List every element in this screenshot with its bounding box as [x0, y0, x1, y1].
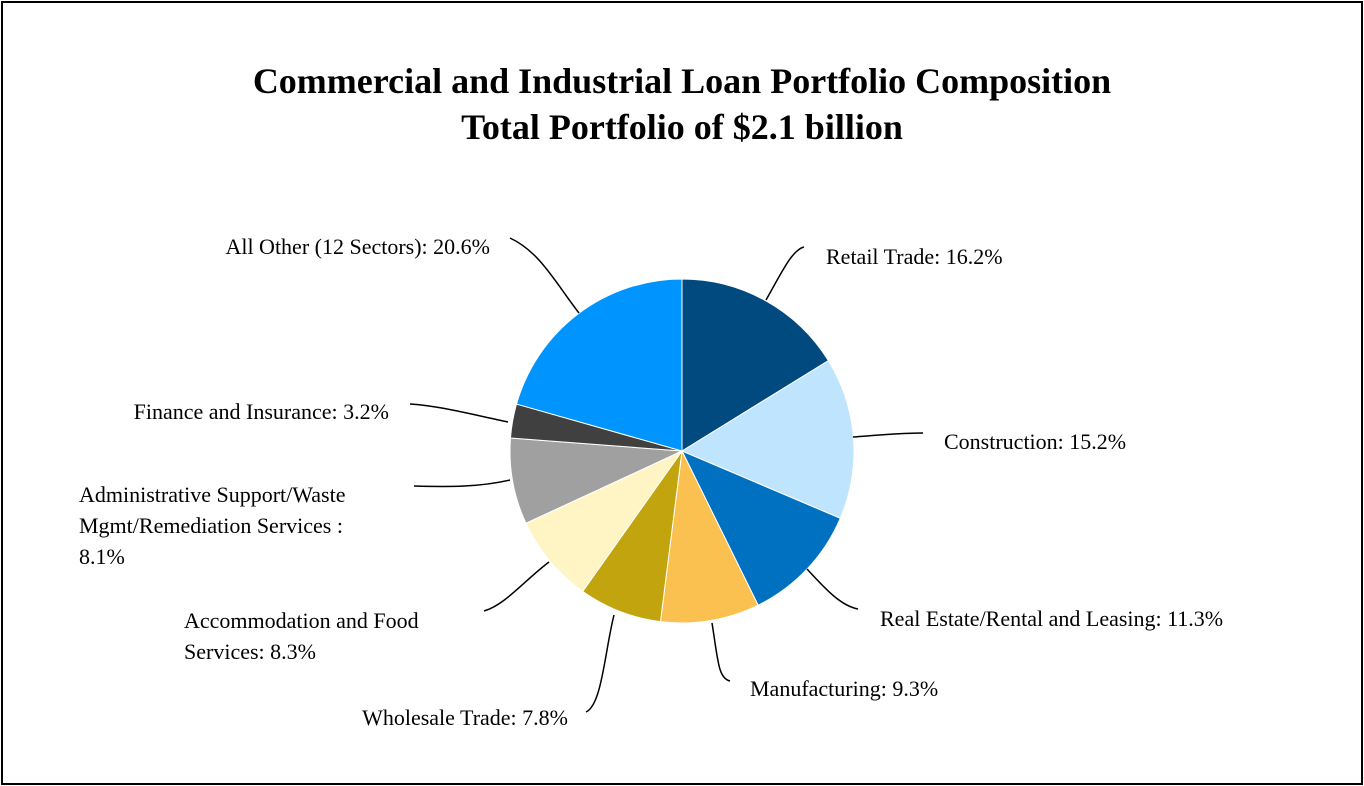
slice-label-4: Manufacturing: 9.3% [750, 676, 938, 701]
slice-label-9: All Other (12 Sectors): 20.6% [225, 234, 490, 259]
slice-label-line: Real Estate/Rental and Leasing: 11.3% [880, 606, 1223, 631]
slice-label-line: Administrative Support/Waste [79, 482, 345, 507]
chart-title: Commercial and Industrial Loan Portfolio… [252, 61, 1112, 101]
slice-label-1: Retail Trade: 16.2% [826, 244, 1003, 269]
slice-label-5: Wholesale Trade: 7.8% [362, 705, 568, 730]
chart-subtitle: Total Portfolio of $2.1 billion [461, 107, 903, 147]
pie-slice-7 [509, 437, 684, 524]
pie-slices [509, 278, 855, 624]
leader-line-2 [852, 432, 924, 438]
leader-line-3 [806, 568, 859, 610]
slice-label-7: Administrative Support/Waste Mgmt/Remedia… [79, 482, 345, 569]
leader-line-5 [585, 614, 615, 713]
pie-slice-6 [525, 449, 684, 593]
slice-label-line: All Other (12 Sectors): 20.6% [225, 234, 490, 259]
slice-label-line: Retail Trade: 16.2% [826, 244, 1003, 269]
pie-slice-4 [659, 449, 759, 624]
slice-label-line: Finance and Insurance: 3.2% [134, 399, 389, 424]
slice-label-line: Construction: 15.2% [944, 429, 1126, 454]
slice-label-line: Wholesale Trade: 7.8% [362, 705, 568, 730]
pie-slice-9 [515, 278, 683, 452]
leader-line-1 [765, 246, 805, 301]
slice-label-line: Services: 8.3% [184, 639, 316, 664]
slice-label-line: 8.1% [79, 544, 125, 569]
leader-line-7 [413, 479, 511, 488]
leader-line-4 [711, 622, 731, 682]
slice-label-line: Manufacturing: 9.3% [750, 676, 938, 701]
slice-labels: Retail Trade: 16.2% Construction: 15.2% Re… [79, 234, 1223, 730]
slice-label-3: Real Estate/Rental and Leasing: 11.3% [880, 606, 1223, 631]
slice-label-line: Accommodation and Food [184, 608, 419, 633]
leader-lines [409, 237, 924, 713]
slice-label-2: Construction: 15.2% [944, 429, 1126, 454]
pie-slice-2 [680, 359, 855, 519]
slice-label-6: Accommodation and Food Services: 8.3% [184, 608, 419, 664]
leader-line-6 [483, 561, 550, 612]
pie-slice-1 [681, 278, 830, 452]
leader-line-8 [409, 403, 509, 423]
slice-label-8: Finance and Insurance: 3.2% [134, 399, 389, 424]
slice-label-line: Mgmt/Remediation Services : [79, 513, 343, 538]
leader-line-9 [509, 237, 580, 314]
